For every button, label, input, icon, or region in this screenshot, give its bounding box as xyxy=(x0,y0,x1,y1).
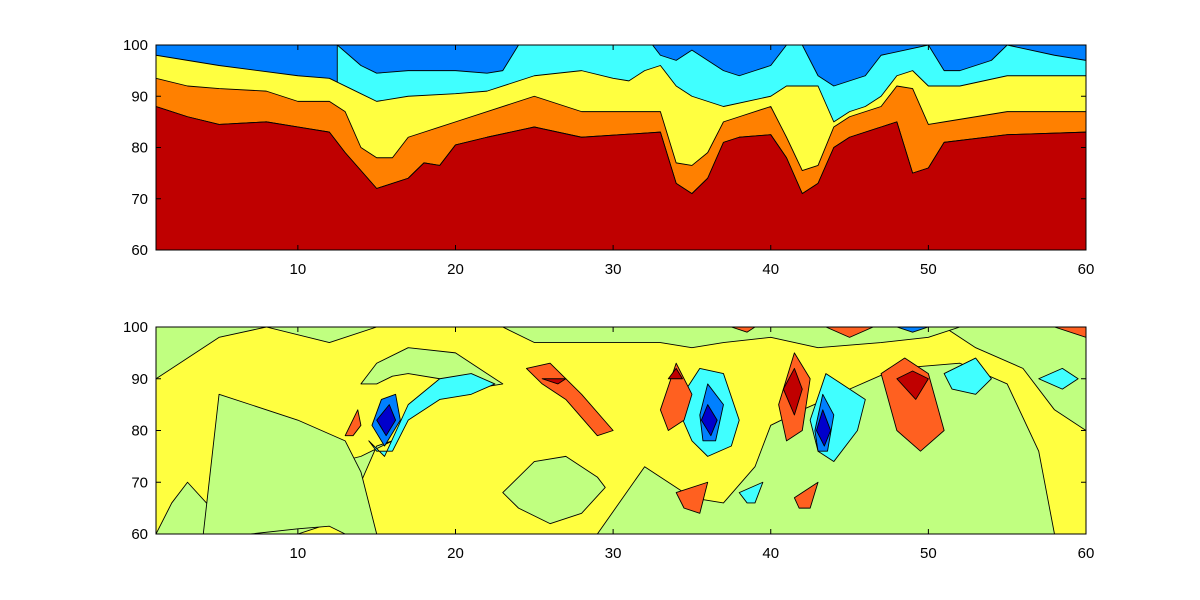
plot-area xyxy=(156,327,1086,534)
y-tick-label: 70 xyxy=(131,191,148,208)
region-cyan-small-1 xyxy=(738,481,764,504)
region-darkblue-blob-3 xyxy=(816,409,832,447)
x-tick-label: 40 xyxy=(762,545,779,562)
region-orange-small-1 xyxy=(344,409,362,437)
region-cyan-blob-5 xyxy=(1038,367,1079,390)
x-tick-label: 50 xyxy=(920,261,937,278)
y-tick-label: 90 xyxy=(131,371,148,388)
x-tick-label: 30 xyxy=(605,545,622,562)
y-tick-label: 70 xyxy=(131,474,148,491)
region-cyan-blob-1 xyxy=(368,373,496,457)
region-green-right-top xyxy=(943,327,1086,431)
y-tick-label: 100 xyxy=(123,319,148,336)
y-tick-label: 60 xyxy=(131,242,148,259)
region-green-mid-strip xyxy=(502,455,606,525)
region-red-blob-1 xyxy=(541,378,567,385)
region-blue-top-1 xyxy=(896,327,929,333)
region-orange-small-3 xyxy=(793,481,819,509)
region-orange-blob-2 xyxy=(659,362,693,431)
y-tick-label: 100 xyxy=(123,37,148,54)
y-tick-label: 60 xyxy=(131,526,148,543)
region-red-blob-2 xyxy=(667,367,683,380)
x-tick-label: 50 xyxy=(920,545,937,562)
x-tick-label: 30 xyxy=(605,261,622,278)
region-orange-blob-1 xyxy=(525,362,614,437)
band-lowest xyxy=(156,106,1086,250)
x-tick-label: 60 xyxy=(1078,261,1095,278)
region-darkblue-blob-2 xyxy=(700,404,718,437)
x-tick-label: 10 xyxy=(290,545,307,562)
region-green-left-top xyxy=(156,327,378,380)
top-contour-panel: 10 20 30 40 50 60 60 70 80 90 100 xyxy=(123,37,1094,278)
x-tick-label: 40 xyxy=(762,261,779,278)
x-tick-label: 10 xyxy=(290,261,307,278)
x-tick-label: 20 xyxy=(447,545,464,562)
y-tick-label: 80 xyxy=(131,140,148,157)
x-tick-label: 60 xyxy=(1078,545,1095,562)
region-red-blob-4 xyxy=(896,370,929,400)
region-green-center-hill xyxy=(202,393,378,534)
bottom-contour-panel: 10 20 30 40 50 60 60 70 80 90 100 xyxy=(123,319,1094,562)
region-orange-blob-4 xyxy=(880,357,945,452)
region-darkblue-blob-1 xyxy=(376,404,397,437)
region-red-top-1 xyxy=(730,327,756,333)
y-tick-label: 90 xyxy=(131,88,148,105)
region-orange-small-2 xyxy=(675,481,709,514)
region-red-top-2 xyxy=(825,327,874,338)
x-tick-label: 20 xyxy=(447,261,464,278)
region-red-blob-3 xyxy=(782,367,803,416)
y-tick-label: 80 xyxy=(131,423,148,440)
region-red-top-right xyxy=(1054,327,1086,338)
region-cyan-blob-4 xyxy=(943,357,992,395)
plot-area xyxy=(156,45,1086,250)
